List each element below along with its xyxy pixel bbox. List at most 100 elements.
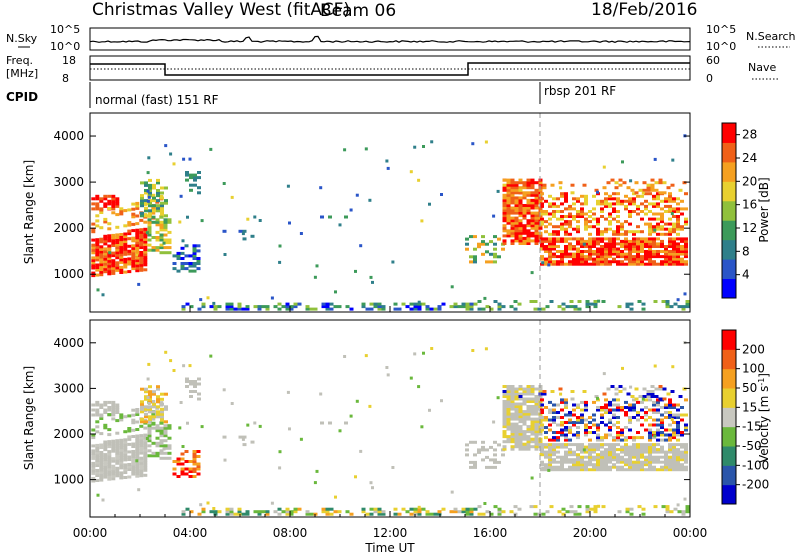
heatmap-cell xyxy=(143,220,148,224)
heatmap-cell xyxy=(584,418,588,422)
heatmap-cell xyxy=(612,450,616,454)
heatmap-cell xyxy=(140,405,144,409)
heatmap-cell xyxy=(522,402,527,406)
heatmap-cell xyxy=(103,252,108,256)
heatmap-cell xyxy=(628,210,632,213)
heatmap-cell xyxy=(584,250,588,253)
heatmap-cell xyxy=(257,305,262,309)
heatmap-cell xyxy=(146,396,150,399)
heatmap-cell xyxy=(548,255,552,259)
heatmap-cell xyxy=(676,260,680,264)
heatmap-cell xyxy=(139,263,144,267)
heatmap-cell xyxy=(672,262,676,266)
heatmap-cell xyxy=(273,510,278,514)
heatmap-cell xyxy=(517,507,522,511)
heatmap-cell xyxy=(641,307,646,311)
heatmap-cell xyxy=(522,183,527,187)
heatmap-cell xyxy=(628,445,632,449)
heatmap-cell xyxy=(526,405,531,408)
colorbar-swatch xyxy=(722,465,736,486)
heatmap-cell xyxy=(592,250,596,253)
heatmap-cell xyxy=(320,421,324,425)
heatmap-cell xyxy=(95,420,100,424)
heatmap-cell xyxy=(624,448,628,452)
heatmap-cell xyxy=(369,302,374,306)
cpid-strip: CPID normal (fast) 151 RF rbsp 201 RF xyxy=(6,82,616,108)
heatmap-cell xyxy=(514,415,519,419)
heatmap-cell xyxy=(510,211,515,215)
heatmap-cell xyxy=(135,449,140,453)
heatmap-cell xyxy=(676,220,680,224)
heatmap-cell xyxy=(450,490,454,494)
heatmap-cell xyxy=(222,388,226,392)
heatmap-cell xyxy=(143,468,148,472)
heatmap-cell xyxy=(660,445,664,449)
heatmap-cell xyxy=(542,390,547,393)
heatmap-cell xyxy=(540,245,544,248)
heatmap-cell xyxy=(119,453,124,457)
x-tick-label: 00:00 xyxy=(73,526,108,540)
heatmap-cell xyxy=(592,450,596,454)
heatmap-cell xyxy=(568,260,572,264)
heatmap-cell xyxy=(242,229,247,233)
heatmap-cell xyxy=(510,400,515,403)
heatmap-cell xyxy=(620,460,624,464)
heatmap-cell xyxy=(309,307,314,311)
heatmap-cell xyxy=(91,408,96,412)
heatmap-cell xyxy=(510,229,515,233)
heatmap-cell xyxy=(381,307,386,311)
heatmap-cell xyxy=(385,159,389,163)
heatmap-cell xyxy=(481,235,485,239)
heatmap-cell xyxy=(526,178,531,182)
heatmap-cell xyxy=(139,424,144,428)
heatmap-cell xyxy=(604,262,608,266)
heatmap-cell xyxy=(580,257,584,261)
heatmap-cell xyxy=(127,262,132,266)
heatmap-cell xyxy=(123,270,128,274)
heatmap-cell xyxy=(544,260,548,264)
heatmap-cell xyxy=(522,214,527,218)
heatmap-cell xyxy=(604,192,608,196)
heatmap-cell xyxy=(640,423,644,427)
heatmap-cell xyxy=(514,410,519,414)
heatmap-cell xyxy=(119,463,124,467)
heatmap-cell xyxy=(548,458,552,462)
heatmap-cell xyxy=(596,252,600,256)
heatmap-cell xyxy=(457,510,462,514)
heatmap-cell xyxy=(606,387,611,391)
heatmap-cell xyxy=(648,202,652,206)
heatmap-cell xyxy=(660,255,664,259)
heatmap-cell xyxy=(596,262,600,266)
heatmap-cell xyxy=(552,212,556,216)
heatmap-cell xyxy=(534,412,539,416)
heatmap-cell xyxy=(148,194,152,198)
heatmap-cell xyxy=(371,486,374,490)
heatmap-cell xyxy=(640,445,644,449)
heatmap-cell xyxy=(143,461,148,465)
heatmap-cell xyxy=(135,241,140,245)
heatmap-cell xyxy=(99,197,104,201)
heatmap-cell xyxy=(111,197,116,201)
heatmap-cell xyxy=(660,418,664,422)
heatmap-cell xyxy=(135,261,140,265)
heatmap-cell xyxy=(564,433,568,437)
heatmap-cell xyxy=(151,421,156,425)
heatmap-cell xyxy=(135,469,140,473)
heatmap-cell xyxy=(163,218,168,222)
heatmap-cell xyxy=(200,219,204,223)
heatmap-cell xyxy=(522,209,527,212)
heatmap-cell xyxy=(588,250,592,253)
heatmap-cell xyxy=(172,460,177,463)
heatmap-cell xyxy=(148,183,152,187)
heatmap-cell xyxy=(672,453,676,457)
heatmap-cell xyxy=(139,238,144,242)
heatmap-cell xyxy=(592,455,596,459)
x-axis-label: Time UT xyxy=(364,541,415,554)
heatmap-cell xyxy=(556,245,560,248)
heatmap-cell xyxy=(656,232,660,236)
heatmap-cell xyxy=(569,505,574,509)
heatmap-cell xyxy=(560,239,564,243)
heatmap-cell xyxy=(628,408,632,412)
heatmap-cell xyxy=(103,458,108,462)
heatmap-cell xyxy=(180,264,185,268)
